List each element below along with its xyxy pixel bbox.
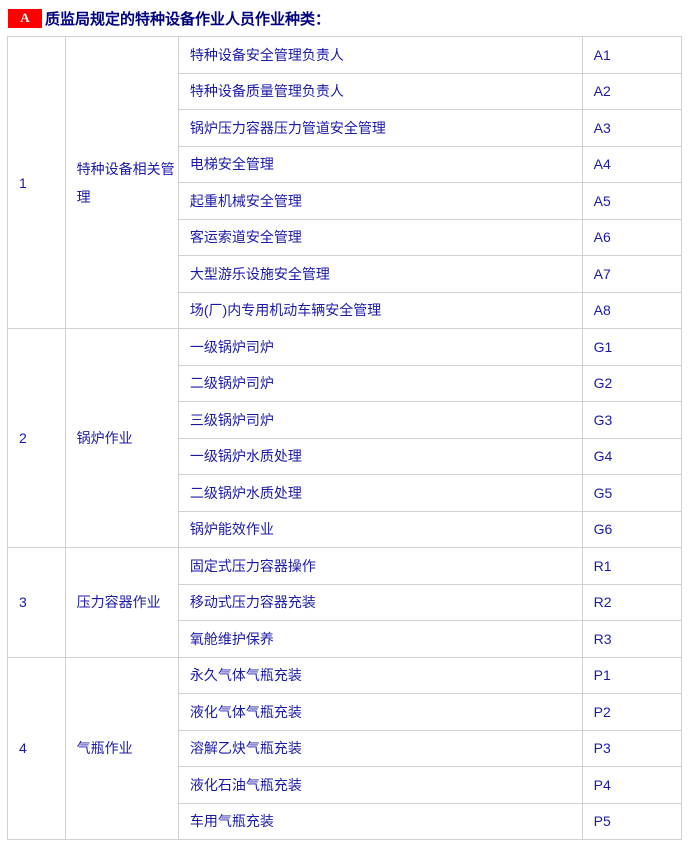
table-row: 4 气瓶作业 永久气体气瓶充装 P1 bbox=[7, 656, 683, 840]
item-name: 大型游乐设施安全管理 bbox=[177, 255, 583, 293]
group-category: 气瓶作业 bbox=[64, 656, 179, 840]
item-name: 三级锅炉司炉 bbox=[177, 401, 583, 439]
item-code: A3 bbox=[581, 109, 683, 147]
item-code: A1 bbox=[581, 36, 683, 74]
table-row: 二级锅炉司炉 G2 bbox=[8, 364, 683, 402]
item-name: 场(厂)内专用机动车辆安全管理 bbox=[177, 291, 583, 329]
table-row: 大型游乐设施安全管理 A7 bbox=[8, 255, 683, 293]
table-row: 锅炉能效作业 G6 bbox=[8, 510, 683, 548]
table-row: 3 压力容器作业 固定式压力容器操作 R1 bbox=[7, 547, 683, 658]
item-name: 液化气体气瓶充装 bbox=[177, 693, 583, 731]
item-code: P3 bbox=[581, 729, 683, 767]
table-row: 场(厂)内专用机动车辆安全管理 A8 bbox=[8, 291, 683, 329]
certification-table: 1 特种设备相关管理 特种设备安全管理负责人 A1 特种设备质量管理负责人 A2… bbox=[7, 36, 683, 840]
item-code: A7 bbox=[581, 255, 683, 293]
table-row: 氧舱维护保养 R3 bbox=[8, 620, 683, 658]
item-code: P4 bbox=[581, 766, 683, 804]
item-code: A4 bbox=[581, 145, 683, 183]
item-code: P5 bbox=[581, 802, 683, 840]
item-code: G6 bbox=[581, 510, 683, 548]
table-row: 起重机械安全管理 A5 bbox=[8, 182, 683, 220]
table-row: 溶解乙炔气瓶充装 P3 bbox=[8, 729, 683, 767]
table-row: 移动式压力容器充装 R2 bbox=[8, 583, 683, 621]
group-category: 压力容器作业 bbox=[64, 547, 179, 658]
group-category: 锅炉作业 bbox=[64, 328, 179, 548]
group-number: 1 bbox=[7, 36, 66, 329]
item-code: R2 bbox=[581, 583, 683, 621]
item-name: 溶解乙炔气瓶充装 bbox=[177, 729, 583, 767]
item-name: 特种设备质量管理负责人 bbox=[177, 72, 583, 110]
item-name: 一级锅炉司炉 bbox=[177, 328, 583, 366]
item-name: 电梯安全管理 bbox=[177, 145, 583, 183]
item-code: G4 bbox=[581, 437, 683, 475]
item-name: 锅炉压力容器压力管道安全管理 bbox=[177, 109, 583, 147]
page-title: A 质监局规定的特种设备作业人员作业种类： bbox=[0, 0, 689, 36]
item-name: 永久气体气瓶充装 bbox=[177, 656, 583, 694]
item-code: A8 bbox=[581, 291, 683, 329]
table-row: 三级锅炉司炉 G3 bbox=[8, 401, 683, 439]
item-name: 二级锅炉司炉 bbox=[177, 364, 583, 402]
item-code: G2 bbox=[581, 364, 683, 402]
table-row: 2 锅炉作业 一级锅炉司炉 G1 bbox=[7, 328, 683, 548]
group-number: 4 bbox=[7, 656, 66, 840]
table-row: 1 特种设备相关管理 特种设备安全管理负责人 A1 bbox=[7, 36, 683, 329]
table-row: 电梯安全管理 A4 bbox=[8, 145, 683, 183]
table-row: 液化石油气瓶充装 P4 bbox=[8, 766, 683, 804]
table-row: 二级锅炉水质处理 G5 bbox=[8, 474, 683, 512]
item-name: 二级锅炉水质处理 bbox=[177, 474, 583, 512]
item-code: A5 bbox=[581, 182, 683, 220]
item-name: 起重机械安全管理 bbox=[177, 182, 583, 220]
item-name: 车用气瓶充装 bbox=[177, 802, 583, 840]
item-code: G3 bbox=[581, 401, 683, 439]
item-code: R3 bbox=[581, 620, 683, 658]
item-name: 锅炉能效作业 bbox=[177, 510, 583, 548]
item-code: A6 bbox=[581, 218, 683, 256]
group-category: 特种设备相关管理 bbox=[64, 36, 179, 329]
item-code: G5 bbox=[581, 474, 683, 512]
item-name: 移动式压力容器充装 bbox=[177, 583, 583, 621]
table-row: 客运索道安全管理 A6 bbox=[8, 218, 683, 256]
item-code: A2 bbox=[581, 72, 683, 110]
item-name: 一级锅炉水质处理 bbox=[177, 437, 583, 475]
table-row: 特种设备质量管理负责人 A2 bbox=[8, 72, 683, 110]
section-a-badge: A bbox=[8, 8, 42, 28]
item-code: P1 bbox=[581, 656, 683, 694]
group-number: 2 bbox=[7, 328, 66, 548]
table-row: 液化气体气瓶充装 P2 bbox=[8, 693, 683, 731]
table-row: 锅炉压力容器压力管道安全管理 A3 bbox=[8, 109, 683, 147]
item-name: 客运索道安全管理 bbox=[177, 218, 583, 256]
item-code: P2 bbox=[581, 693, 683, 731]
table-row: 车用气瓶充装 P5 bbox=[8, 802, 683, 840]
item-name: 液化石油气瓶充装 bbox=[177, 766, 583, 804]
page-title-text: 质监局规定的特种设备作业人员作业种类： bbox=[45, 10, 331, 28]
item-code: R1 bbox=[581, 547, 683, 585]
item-name: 氧舱维护保养 bbox=[177, 620, 583, 658]
item-code: G1 bbox=[581, 328, 683, 366]
item-name: 特种设备安全管理负责人 bbox=[177, 36, 583, 74]
item-name: 固定式压力容器操作 bbox=[177, 547, 583, 585]
group-number: 3 bbox=[7, 547, 66, 658]
